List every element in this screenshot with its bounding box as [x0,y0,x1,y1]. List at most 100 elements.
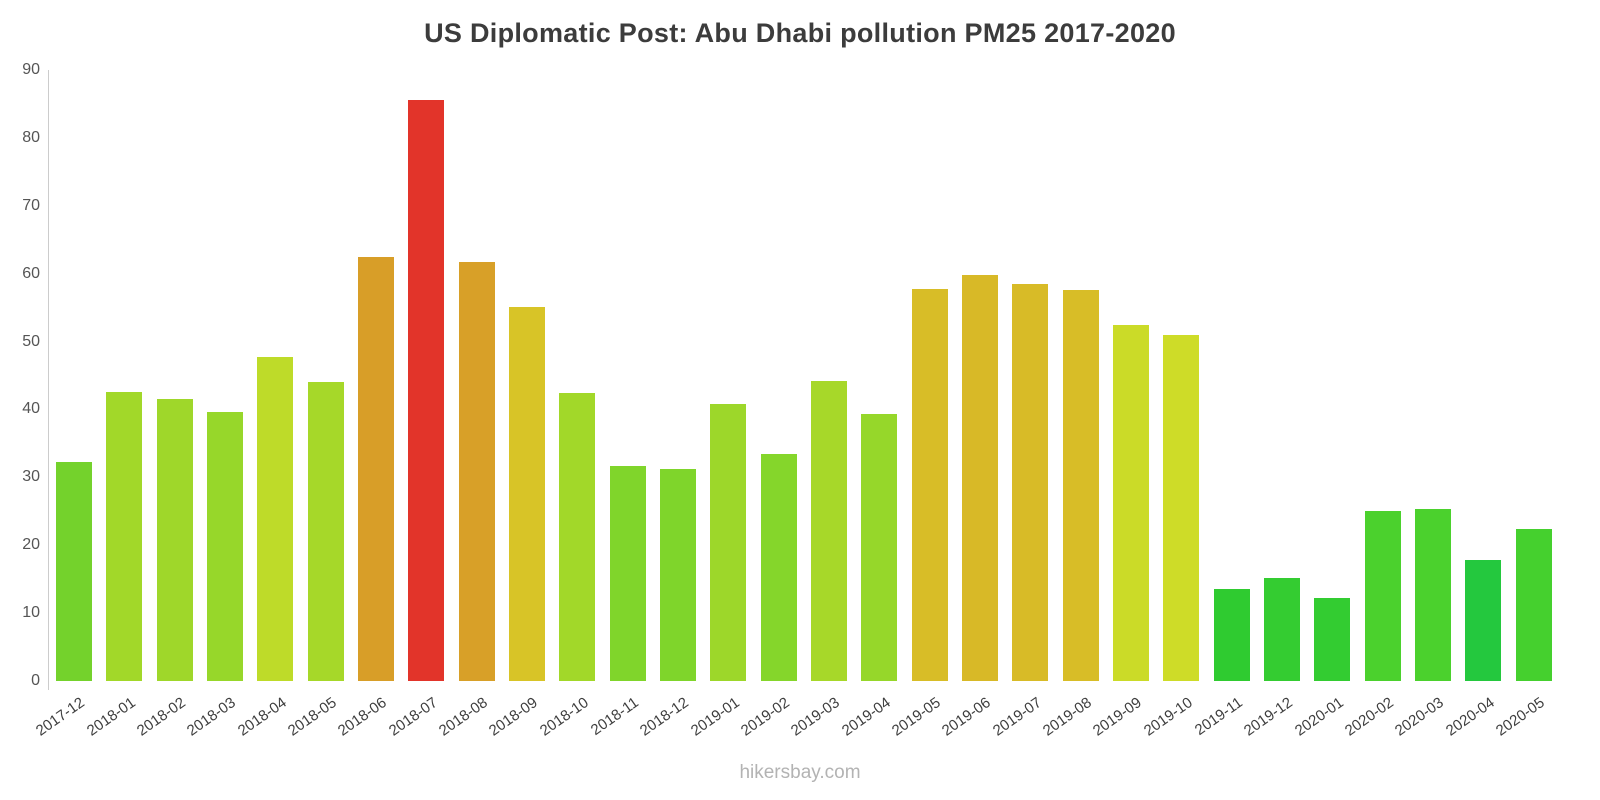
x-axis-label: 2019-05 [888,694,944,740]
bar-slot [49,70,99,681]
y-axis-label: 0 [31,672,40,689]
bar-2018-06[interactable] [358,257,395,681]
bar-2017-12[interactable] [56,461,93,681]
x-axis-label: 2018-05 [284,694,340,740]
x-axis-label: 2018-01 [83,694,139,740]
bar-2018-04[interactable] [257,356,294,681]
bar-slot [1106,70,1156,681]
y-axis-label: 40 [22,400,40,418]
bar-2019-03[interactable] [811,380,848,681]
bar-slot [502,70,552,681]
bar-slot [99,70,149,681]
footer-link[interactable]: hikersbay.com [739,762,861,783]
bar-2019-06[interactable] [962,275,999,681]
bar-slot [1207,70,1257,681]
bar-2018-08[interactable] [458,262,495,681]
x-axis-label: 2020-05 [1492,694,1548,740]
bar-slot [1509,70,1559,681]
x-axis-label: 2019-07 [989,694,1045,740]
bar-slot [1458,70,1508,681]
y-axis-label: 60 [22,264,40,282]
x-axis-label: 2018-06 [335,694,390,740]
bar-slot [955,70,1005,681]
bar-slot [150,70,200,681]
x-axis-label: 2020-01 [1291,694,1347,740]
bar-slot [1156,70,1206,681]
bar-2020-02[interactable] [1364,510,1401,681]
bar-2019-08[interactable] [1062,289,1099,681]
bar-slot [854,70,904,681]
bar-2020-05[interactable] [1515,528,1552,681]
x-axis-label: 2018-03 [184,694,239,740]
bar-slot [200,70,250,681]
x-axis-label: 2018-08 [435,694,491,740]
x-axis-label: 2019-12 [1241,694,1296,740]
bar-slot [703,70,753,681]
bar-2020-04[interactable] [1465,560,1502,681]
x-axis-label: 2020-02 [1341,694,1397,740]
bar-2019-12[interactable] [1264,577,1301,681]
bar-2019-07[interactable] [1012,283,1049,681]
x-axis-label: 2019-11 [1191,694,1246,739]
bar-2018-09[interactable] [509,306,546,681]
y-axis-label: 90 [22,61,40,78]
bar-slot [1307,70,1357,681]
bar-2018-01[interactable] [106,391,143,681]
bar-slot [754,70,804,681]
bar-2019-09[interactable] [1113,325,1150,681]
bar-slot [1257,70,1307,681]
x-axis-label: 2018-09 [486,694,541,740]
x-axis-label: 2018-07 [385,694,441,740]
bar-2020-03[interactable] [1415,508,1452,681]
bar-2019-02[interactable] [760,454,797,681]
x-axis: 2017-12 2018-01 2018-02 2018-03 2018-04 2018-… [33,688,1558,768]
bar-2019-11[interactable] [1213,589,1250,681]
bar-slot [301,70,351,681]
x-axis-label: 2018-04 [234,694,290,740]
x-axis-label: 2020-03 [1392,694,1447,740]
x-axis-label: 2018-11 [587,694,642,739]
bar-slot [905,70,955,681]
bar-2018-05[interactable] [307,382,344,681]
chart-title: US Diplomatic Post: Abu Dhabi pollution … [424,18,1176,48]
bar-2018-07[interactable] [408,99,445,681]
bars-container [49,70,1559,681]
plot-area [48,70,1559,690]
bar-2019-01[interactable] [710,404,747,681]
bar-slot [603,70,653,681]
y-axis-label: 50 [22,332,40,350]
bar-2019-05[interactable] [911,289,948,681]
bar-2018-10[interactable] [559,393,596,681]
x-axis-label: 2019-04 [838,694,894,740]
y-axis-label: 80 [22,128,40,146]
y-axis-label: 70 [22,196,40,214]
bar-2018-11[interactable] [609,465,646,681]
bar-2019-04[interactable] [861,414,898,681]
y-axis-label: 30 [22,468,40,486]
x-axis-label: 2018-12 [637,694,692,740]
bar-slot [653,70,703,681]
bar-2018-03[interactable] [207,412,244,681]
y-axis: 0 10 20 30 40 50 60 70 80 90 [0,0,42,800]
bar-2018-12[interactable] [660,468,697,681]
bar-slot [1056,70,1106,681]
x-axis-label: 2019-10 [1140,694,1196,740]
x-axis-label: 2019-08 [1039,694,1095,740]
bar-2018-02[interactable] [156,398,193,681]
bar-2020-01[interactable] [1314,597,1351,681]
y-axis-label: 20 [22,536,40,554]
y-axis-label: 10 [22,604,40,622]
bar-slot [351,70,401,681]
x-axis-label: 2019-01 [687,694,743,740]
bar-slot [1005,70,1055,681]
x-axis-label: 2018-10 [536,694,592,740]
bar-slot [804,70,854,681]
bar-slot [452,70,502,681]
bar-2019-10[interactable] [1163,335,1200,681]
bar-slot [1408,70,1458,681]
x-axis-label: 2019-03 [788,694,843,740]
x-axis-label: 2018-02 [133,694,189,740]
x-axis-label: 2020-04 [1442,694,1498,740]
x-axis-label: 2019-06 [939,694,994,740]
